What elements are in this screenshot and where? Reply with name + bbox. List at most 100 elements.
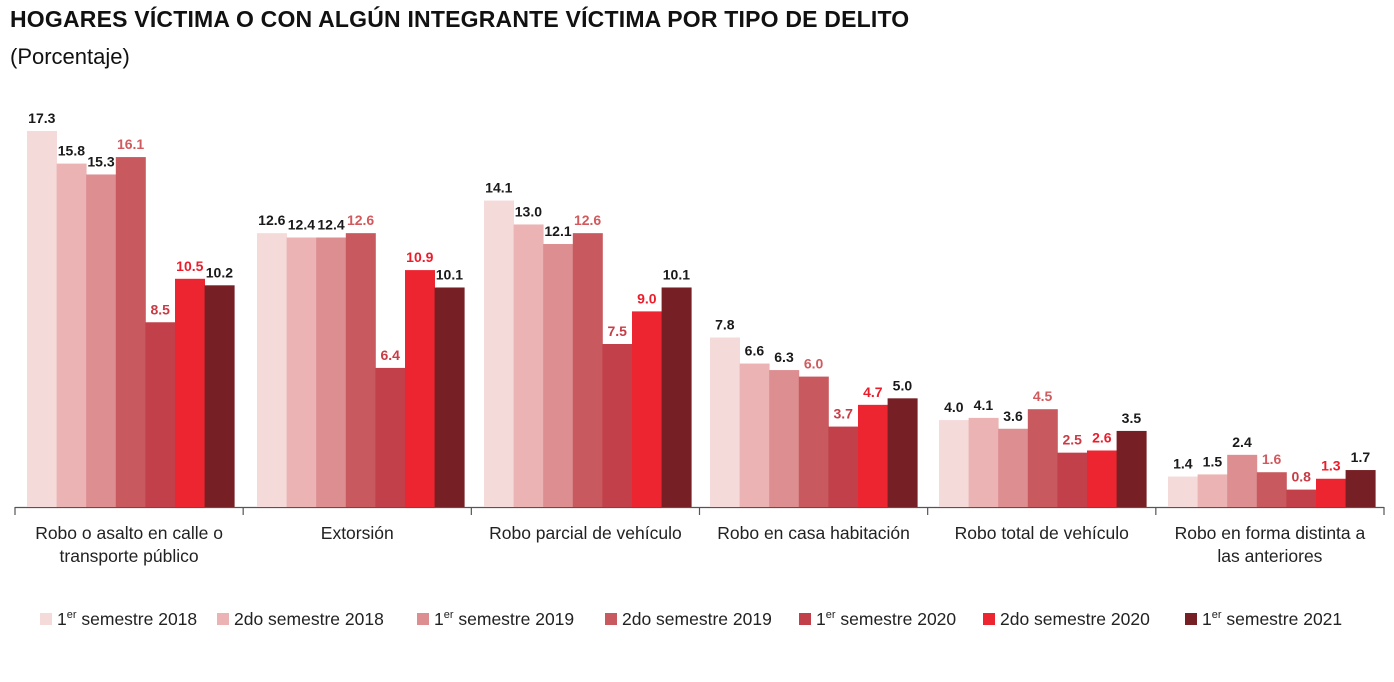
legend-swatch	[417, 613, 429, 625]
data-label: 12.4	[317, 216, 344, 232]
data-label: 12.6	[574, 212, 601, 228]
data-label: 1.3	[1321, 458, 1341, 474]
category-label: Robo en casa habitación	[717, 523, 910, 543]
legend-item: 2do semestre 2018	[217, 609, 384, 629]
bar	[1227, 454, 1258, 507]
bar	[828, 426, 859, 507]
bar	[1286, 489, 1317, 507]
bar	[710, 337, 740, 507]
data-label: 12.6	[258, 212, 285, 228]
legend-label: 2do semestre 2019	[622, 609, 772, 629]
bar	[968, 417, 999, 507]
data-label: 4.7	[863, 384, 883, 400]
bar	[1316, 478, 1346, 507]
data-label: 12.6	[347, 212, 374, 228]
data-label: 7.8	[715, 316, 735, 332]
data-label: 6.0	[804, 356, 824, 372]
data-label: 2.5	[1062, 432, 1082, 448]
bar	[572, 233, 603, 508]
data-label: 4.0	[944, 399, 964, 415]
legend-label: 1er semestre 2020	[816, 609, 956, 629]
bar	[632, 311, 662, 507]
bar	[27, 131, 57, 507]
bar	[543, 244, 574, 507]
data-label: 3.6	[1003, 408, 1023, 424]
bar	[56, 163, 87, 508]
bar	[375, 367, 406, 507]
data-label: 6.3	[774, 349, 794, 365]
legend-swatch	[217, 613, 229, 625]
bar	[1116, 430, 1147, 507]
legend-item: 1er semestre 2018	[40, 609, 197, 629]
data-label: 1.6	[1262, 451, 1282, 467]
bar	[798, 376, 829, 507]
bar	[86, 174, 117, 507]
bar	[405, 270, 435, 507]
data-label: 15.8	[58, 143, 85, 159]
legend-item: 1er semestre 2021	[1185, 609, 1342, 629]
bar	[602, 343, 633, 507]
bar	[316, 237, 347, 507]
data-label: 16.1	[117, 136, 144, 152]
data-label: 10.5	[176, 258, 203, 274]
data-label: 2.6	[1092, 429, 1112, 445]
bar	[1087, 450, 1117, 507]
bar	[1168, 476, 1198, 507]
data-label: 17.3	[28, 110, 55, 126]
data-label: 6.4	[380, 347, 400, 363]
data-label: 15.3	[87, 153, 114, 169]
legend-label: 1er semestre 2019	[434, 609, 574, 629]
bar	[513, 224, 544, 507]
bar	[939, 420, 969, 507]
data-label: 12.4	[288, 216, 315, 232]
data-label: 3.7	[833, 406, 853, 422]
legend-item: 2do semestre 2019	[605, 609, 772, 629]
bar	[887, 398, 918, 507]
category-label: Robo o asalto en calle o transporte públi…	[35, 523, 223, 566]
bar	[1027, 409, 1058, 507]
legend-label: 2do semestre 2018	[234, 609, 384, 629]
bar	[1345, 470, 1376, 507]
bar	[345, 233, 376, 508]
legend-label: 1er semestre 2018	[57, 609, 197, 629]
data-label: 1.7	[1351, 449, 1371, 465]
chart-title: HOGARES VÍCTIMA O CON ALGÚN INTEGRANTE V…	[10, 6, 910, 32]
legend-swatch	[1185, 613, 1197, 625]
bar	[998, 428, 1029, 507]
data-label: 10.2	[206, 264, 233, 280]
legend-swatch	[605, 613, 617, 625]
data-label: 4.1	[974, 397, 994, 413]
category-label: Robo parcial de vehículo	[489, 523, 682, 543]
data-label: 2.4	[1232, 434, 1252, 450]
data-label: 12.1	[544, 223, 571, 239]
bar	[1197, 474, 1228, 507]
category-label: Robo total de vehículo	[955, 523, 1129, 543]
chart-subtitle: (Porcentaje)	[10, 44, 130, 69]
bar	[286, 237, 317, 507]
category-label: Robo en forma distinta a las anteriores	[1175, 523, 1366, 566]
data-label: 13.0	[515, 203, 542, 219]
bar	[661, 287, 692, 507]
legend-swatch	[983, 613, 995, 625]
bar	[769, 370, 800, 507]
data-label: 3.5	[1122, 410, 1142, 426]
bar	[257, 233, 287, 508]
bar	[1256, 472, 1287, 507]
data-label: 4.5	[1033, 388, 1053, 404]
data-label: 10.1	[663, 266, 690, 282]
bar	[1057, 452, 1088, 507]
legend-item: 2do semestre 2020	[983, 609, 1150, 629]
legend-swatch	[40, 613, 52, 625]
bar	[145, 322, 176, 507]
bar	[204, 285, 235, 507]
legend-label: 2do semestre 2020	[1000, 609, 1150, 629]
data-label: 7.5	[607, 323, 627, 339]
legend-swatch	[799, 613, 811, 625]
bar	[175, 278, 205, 507]
data-label: 8.5	[150, 301, 170, 317]
data-label: 5.0	[893, 377, 913, 393]
data-label: 10.9	[406, 249, 433, 265]
legend-item: 1er semestre 2020	[799, 609, 956, 629]
bar	[739, 363, 770, 507]
